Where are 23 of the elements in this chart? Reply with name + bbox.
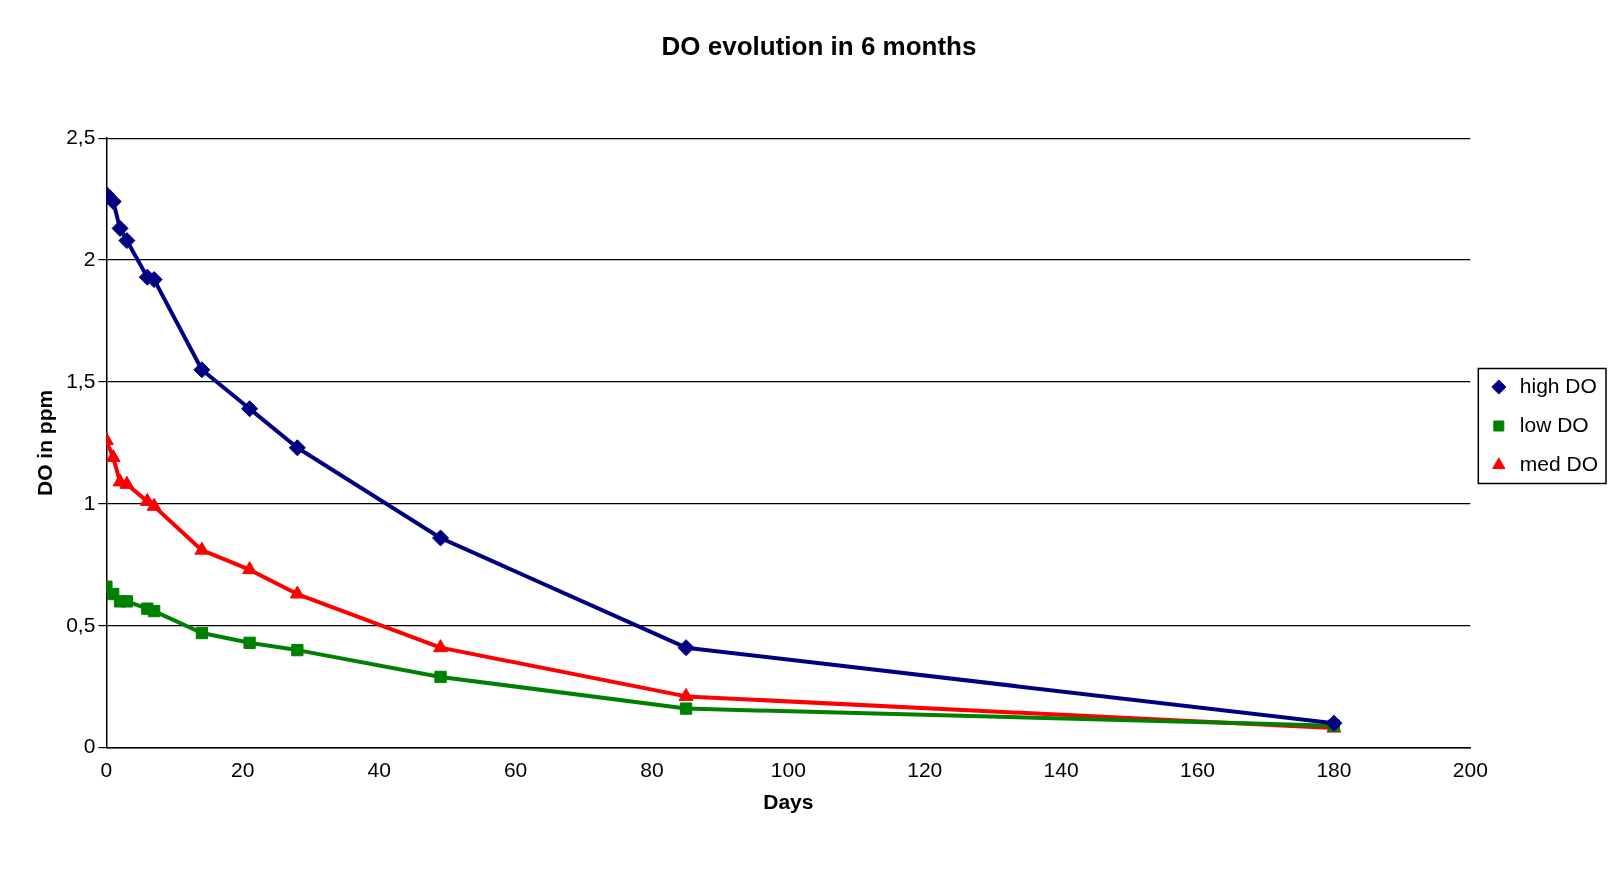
legend-label: med DO xyxy=(1519,451,1598,475)
y-tick-label: 1,5 xyxy=(66,368,96,392)
x-tick-label: 160 xyxy=(1180,758,1216,781)
legend-label: low DO xyxy=(1519,412,1589,436)
chart-title: DO evolution in 6 months xyxy=(661,30,977,61)
x-tick-label: 100 xyxy=(770,758,806,781)
y-tick-label: 0 xyxy=(83,734,96,758)
y-tick-label: 1 xyxy=(83,490,96,514)
x-tick-label: 200 xyxy=(1452,758,1488,781)
x-tick-label: 80 xyxy=(640,758,664,781)
x-tick-label: 40 xyxy=(367,758,391,781)
x-tick-label: 0 xyxy=(100,758,113,781)
x-tick-label: 140 xyxy=(1043,758,1079,781)
y-tick-label: 0,5 xyxy=(66,612,96,636)
x-axis-title: Days xyxy=(763,790,814,814)
x-tick-label: 120 xyxy=(907,758,943,781)
y-tick-label: 2,5 xyxy=(66,125,96,148)
x-tick-label: 60 xyxy=(503,758,528,781)
y-axis-title: DO in ppm xyxy=(33,389,57,496)
x-tick-label: 20 xyxy=(231,758,255,781)
legend-label: high DO xyxy=(1519,373,1597,397)
y-tick-label: 2 xyxy=(83,246,96,270)
x-tick-label: 180 xyxy=(1316,758,1352,781)
